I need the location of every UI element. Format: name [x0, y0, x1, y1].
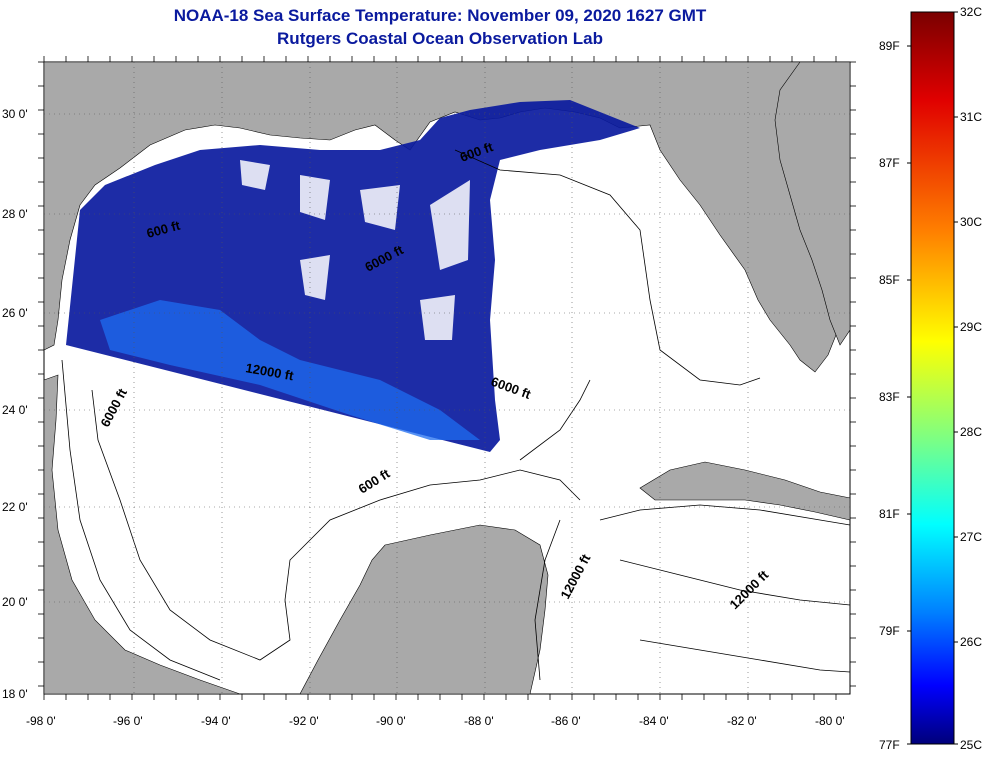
sst-warmer-patch: [100, 300, 480, 440]
colorbar-gradient: [910, 11, 955, 745]
bathymetry-contours: [61, 149, 851, 681]
fahrenheit-label: 87F: [879, 156, 900, 170]
lon-label: -94 0': [201, 714, 231, 728]
lon-label: -96 0': [113, 714, 143, 728]
celsius-label: 26C: [960, 635, 983, 649]
land-yucatan: [299, 524, 549, 695]
map-subtitle: Rutgers Coastal Ocean Observation Lab: [277, 29, 603, 48]
lon-label: -90 0': [376, 714, 406, 728]
celsius-label: 31C: [960, 110, 983, 124]
lon-label: -82 0': [727, 714, 757, 728]
celsius-label: 25C: [960, 738, 983, 752]
fahrenheit-label: 81F: [879, 507, 900, 521]
celsius-label: 28C: [960, 425, 983, 439]
lon-label: -84 0': [639, 714, 669, 728]
fahrenheit-label: 77F: [879, 738, 900, 752]
lat-label: 30 0': [2, 107, 28, 121]
lat-label: 28 0': [2, 207, 28, 221]
graticule: [44, 62, 850, 694]
lon-label: -98 0': [26, 714, 56, 728]
lon-label: -80 0': [815, 714, 845, 728]
fahrenheit-label: 85F: [879, 273, 900, 287]
frame-ticks: [38, 56, 856, 700]
lon-label: -92 0': [289, 714, 319, 728]
celsius-label: 32C: [960, 5, 983, 19]
celsius-label: 29C: [960, 320, 983, 334]
lat-label: 24 0': [2, 403, 28, 417]
land-cuba: [639, 461, 851, 521]
sst-cloud-gaps: [240, 160, 470, 340]
celsius-label: 27C: [960, 530, 983, 544]
lat-label: 18 0': [2, 687, 28, 701]
lat-label: 20 0': [2, 595, 28, 609]
land-florida: [774, 61, 851, 346]
land-mexico-west: [43, 374, 241, 695]
lon-label: -88 0': [464, 714, 494, 728]
lat-label: 22 0': [2, 500, 28, 514]
fahrenheit-label: 89F: [879, 39, 900, 53]
fahrenheit-label: 79F: [879, 624, 900, 638]
map-title: NOAA-18 Sea Surface Temperature: Novembe…: [173, 6, 707, 25]
lat-label: 26 0': [2, 306, 28, 320]
celsius-label: 30C: [960, 215, 983, 229]
fahrenheit-label: 83F: [879, 390, 900, 404]
lon-label: -86 0': [551, 714, 581, 728]
